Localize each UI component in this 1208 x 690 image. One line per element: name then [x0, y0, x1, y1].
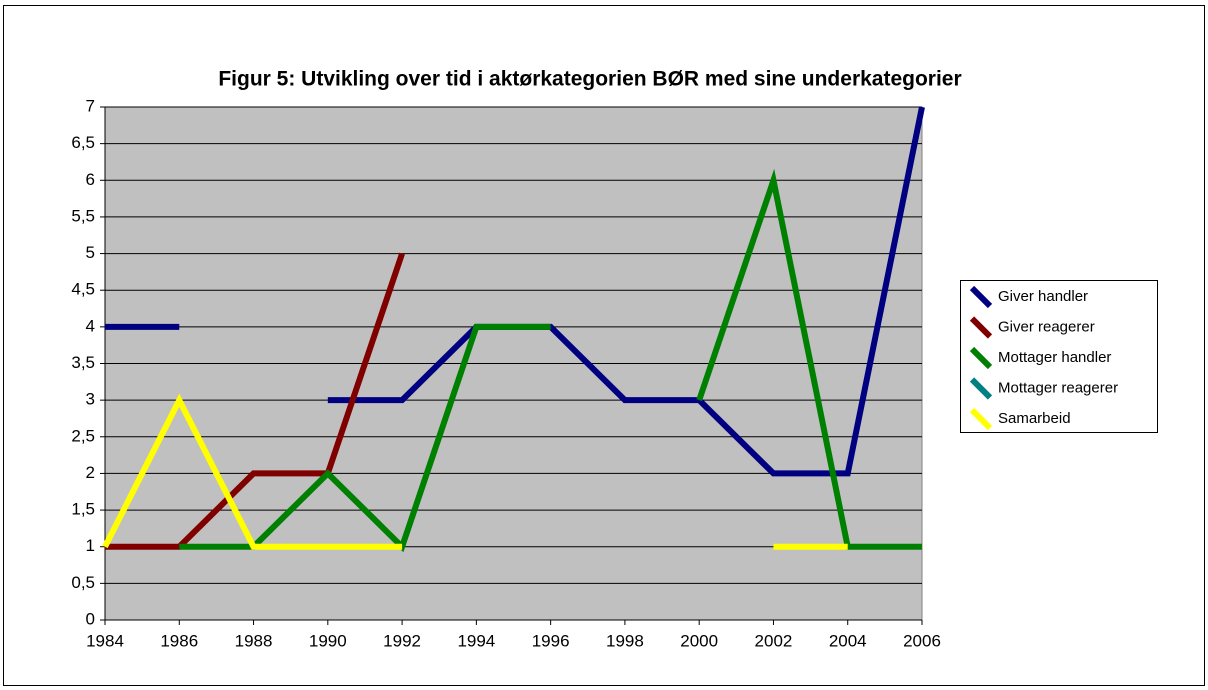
y-tick-label: 5: [86, 243, 95, 262]
series-line: [102, 393, 848, 550]
x-tick-label: 1986: [160, 631, 198, 650]
x-tick-label: 1988: [235, 631, 273, 650]
x-tick-label: 1998: [606, 631, 644, 650]
y-tick-label: 1: [86, 536, 95, 555]
y-tick-label: 0: [86, 609, 95, 628]
legend: [960, 280, 1158, 433]
x-tick-label: 2002: [755, 631, 793, 650]
legend-label: Mottager reagerer: [998, 379, 1118, 396]
legend-swatch: [969, 316, 993, 339]
y-tick-label: 7: [86, 96, 95, 115]
legend-label: Giver reagerer: [998, 318, 1095, 335]
y-tick-label: 5,5: [71, 206, 95, 225]
x-tick-label: 1996: [532, 631, 570, 650]
x-tick-label: 2006: [903, 631, 941, 650]
x-tick-label: 1990: [309, 631, 347, 650]
legend-swatch: [969, 346, 993, 370]
x-tick-label: 2000: [680, 631, 718, 650]
y-tick-label: 0,5: [71, 573, 95, 592]
legend-swatch: [969, 407, 993, 431]
y-tick-label: 4: [86, 316, 95, 335]
y-tick-label: 6,5: [71, 133, 95, 152]
x-tick-label: 1992: [383, 631, 421, 650]
legend-label: Giver handler: [998, 288, 1088, 305]
y-tick-label: 3: [86, 390, 95, 409]
y-tick-label: 1,5: [71, 500, 95, 519]
series-line: [105, 252, 405, 550]
series-line: [179, 168, 922, 553]
chart-title: Figur 5: Utvikling over tid i aktørkateg…: [218, 68, 961, 91]
y-tick-label: 2: [86, 463, 95, 482]
y-tick-label: 2,5: [71, 426, 95, 445]
series-line: [105, 106, 925, 477]
x-tick-label: 2004: [829, 631, 867, 650]
x-tick-label: 1984: [86, 631, 124, 650]
y-tick-label: 3,5: [71, 353, 95, 372]
y-tick-label: 6: [86, 170, 95, 189]
legend-swatch: [969, 377, 993, 400]
x-tick-label: 1994: [457, 631, 495, 650]
y-tick-label: 4,5: [71, 280, 95, 299]
legend-swatch: [969, 285, 993, 309]
legend-label: Mottager handler: [998, 349, 1111, 366]
legend-label: Samarbeid: [998, 410, 1071, 427]
